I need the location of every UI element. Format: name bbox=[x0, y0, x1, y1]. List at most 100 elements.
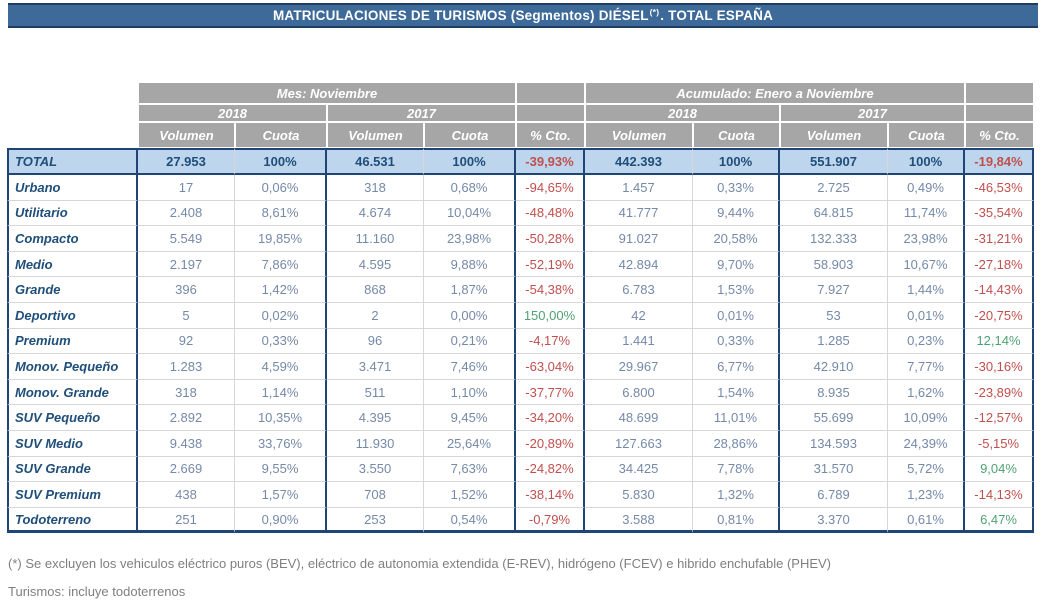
value-cell: 10,04% bbox=[424, 200, 516, 227]
value-cell: 708 bbox=[327, 482, 424, 508]
value-cell: 10,35% bbox=[235, 405, 327, 431]
value-cell: 42.910 bbox=[780, 354, 888, 380]
value-cell: 19,85% bbox=[235, 226, 327, 252]
pct-change-cell: -50,28% bbox=[516, 226, 585, 252]
value-cell: 3.370 bbox=[780, 507, 888, 534]
value-cell: 4.674 bbox=[327, 200, 424, 227]
value-cell: 6.789 bbox=[780, 482, 888, 508]
value-cell: 64.815 bbox=[780, 200, 888, 227]
year-header-2018: 2018 bbox=[585, 104, 780, 122]
value-cell: 1,54% bbox=[693, 379, 780, 406]
column-header: Cuota bbox=[888, 122, 965, 148]
row-label: Compacto bbox=[7, 226, 138, 252]
value-cell: 53 bbox=[780, 302, 888, 329]
value-cell: 1.285 bbox=[780, 328, 888, 355]
value-cell: 1,87% bbox=[424, 277, 516, 303]
segments-table: Mes: Noviembre Acumulado: Enero a Noviemb… bbox=[7, 82, 1034, 534]
value-cell: 0,01% bbox=[693, 302, 780, 329]
row-label: Premium bbox=[7, 328, 138, 355]
value-cell: 100% bbox=[235, 148, 327, 175]
year-header-2018: 2018 bbox=[138, 104, 327, 122]
value-cell: 318 bbox=[327, 175, 424, 201]
value-cell: 58.903 bbox=[780, 251, 888, 278]
year-header-2017: 2017 bbox=[780, 104, 965, 122]
value-cell: 10,09% bbox=[888, 405, 965, 431]
value-cell: 3.588 bbox=[585, 507, 693, 534]
value-cell: 132.333 bbox=[780, 226, 888, 252]
pct-change-cell: -46,53% bbox=[965, 175, 1034, 201]
value-cell: 8.935 bbox=[780, 379, 888, 406]
blank-header-cell bbox=[516, 104, 585, 122]
value-cell: 91.027 bbox=[585, 226, 693, 252]
value-cell: 868 bbox=[327, 277, 424, 303]
year-header-2017: 2017 bbox=[327, 104, 516, 122]
value-cell: 9,55% bbox=[235, 456, 327, 483]
value-cell: 0,90% bbox=[235, 507, 327, 534]
value-cell: 1.457 bbox=[585, 175, 693, 201]
value-cell: 100% bbox=[424, 148, 516, 175]
value-cell: 1,10% bbox=[424, 379, 516, 406]
value-cell: 5 bbox=[138, 302, 235, 329]
value-cell: 6.783 bbox=[585, 277, 693, 303]
footnote-exclusions: (*) Se excluyen los vehiculos eléctrico … bbox=[8, 556, 831, 571]
title-footnote-marker: (*) bbox=[649, 6, 660, 17]
value-cell: 1,44% bbox=[888, 277, 965, 303]
value-cell: 6,77% bbox=[693, 354, 780, 380]
value-cell: 27.953 bbox=[138, 148, 235, 175]
value-cell: 17 bbox=[138, 175, 235, 201]
value-cell: 7.927 bbox=[780, 277, 888, 303]
pct-change-cell: -14,43% bbox=[965, 277, 1034, 303]
value-cell: 23,98% bbox=[424, 226, 516, 252]
value-cell: 10,67% bbox=[888, 251, 965, 278]
column-header: Volumen bbox=[780, 122, 888, 148]
value-cell: 1.441 bbox=[585, 328, 693, 355]
pct-change-cell: -4,17% bbox=[516, 328, 585, 355]
pct-change-cell: -52,19% bbox=[516, 251, 585, 278]
blank-header-cell bbox=[965, 82, 1034, 104]
pct-change-cell: -19,84% bbox=[965, 148, 1034, 175]
pct-change-cell: -54,38% bbox=[516, 277, 585, 303]
value-cell: 2 bbox=[327, 302, 424, 329]
row-label: Todoterreno bbox=[7, 507, 138, 534]
value-cell: 11.160 bbox=[327, 226, 424, 252]
value-cell: 34.425 bbox=[585, 456, 693, 483]
value-cell: 1,62% bbox=[888, 379, 965, 406]
pct-change-cell: -5,15% bbox=[965, 430, 1034, 457]
value-cell: 2.669 bbox=[138, 456, 235, 483]
value-cell: 1,14% bbox=[235, 379, 327, 406]
value-cell: 134.593 bbox=[780, 430, 888, 457]
value-cell: 0,54% bbox=[424, 507, 516, 534]
value-cell: 9,88% bbox=[424, 251, 516, 278]
value-cell: 4.595 bbox=[327, 251, 424, 278]
row-label: Monov. Grande bbox=[7, 379, 138, 406]
value-cell: 127.663 bbox=[585, 430, 693, 457]
pct-change-cell: -20,89% bbox=[516, 430, 585, 457]
pct-change-cell: -30,16% bbox=[965, 354, 1034, 380]
pct-change-cell: -27,18% bbox=[965, 251, 1034, 278]
row-label: Monov. Pequeño bbox=[7, 354, 138, 380]
value-cell: 3.471 bbox=[327, 354, 424, 380]
value-cell: 92 bbox=[138, 328, 235, 355]
value-cell: 42 bbox=[585, 302, 693, 329]
value-cell: 11.930 bbox=[327, 430, 424, 457]
column-header: Cuota bbox=[693, 122, 780, 148]
value-cell: 9.438 bbox=[138, 430, 235, 457]
value-cell: 46.531 bbox=[327, 148, 424, 175]
value-cell: 48.699 bbox=[585, 405, 693, 431]
value-cell: 1,57% bbox=[235, 482, 327, 508]
pct-change-cell: -94,65% bbox=[516, 175, 585, 201]
title-bar: MATRICULACIONES DE TURISMOS (Segmentos) … bbox=[8, 3, 1038, 28]
group-header-mes: Mes: Noviembre bbox=[138, 82, 516, 104]
value-cell: 253 bbox=[327, 507, 424, 534]
value-cell: 0,23% bbox=[888, 328, 965, 355]
report-title: MATRICULACIONES DE TURISMOS (Segmentos) … bbox=[272, 6, 774, 23]
column-header: % Cto. bbox=[516, 122, 585, 148]
value-cell: 0,81% bbox=[693, 507, 780, 534]
value-cell: 0,33% bbox=[693, 328, 780, 355]
value-cell: 438 bbox=[138, 482, 235, 508]
row-label: Grande bbox=[7, 277, 138, 303]
total-row-label: TOTAL bbox=[7, 148, 138, 175]
value-cell: 9,45% bbox=[424, 405, 516, 431]
pct-change-cell: -63,04% bbox=[516, 354, 585, 380]
value-cell: 0,00% bbox=[424, 302, 516, 329]
